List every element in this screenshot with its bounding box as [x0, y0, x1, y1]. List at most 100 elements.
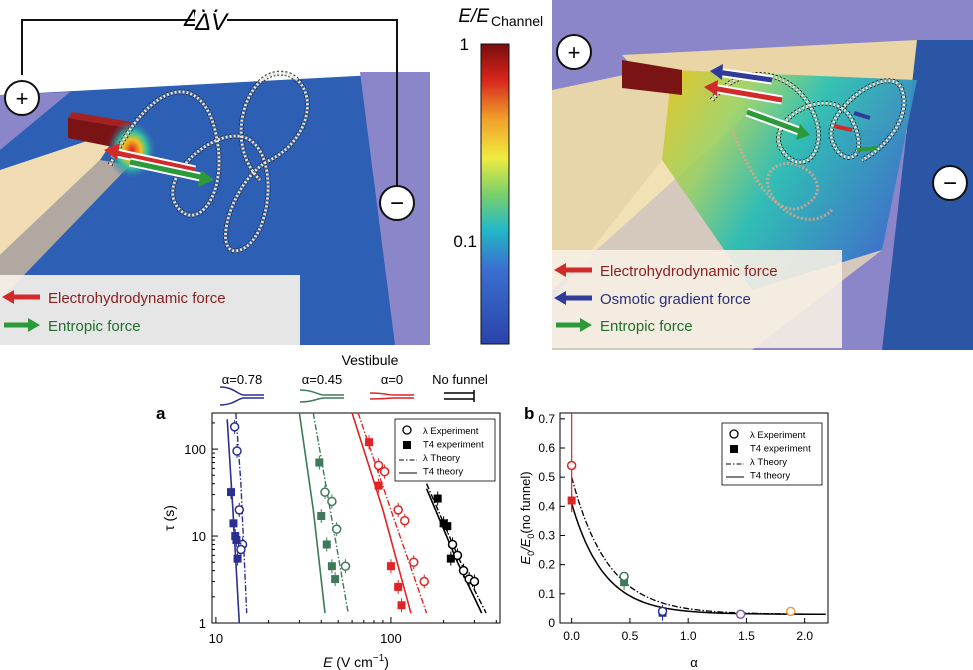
x-axis-label: E (V cm−1) [323, 653, 389, 670]
t4-exp-point [567, 496, 576, 505]
t4-exp-point [227, 488, 236, 497]
tr-small-arrows-icon [833, 111, 878, 152]
legend-entropic-label: Entropic force [48, 318, 141, 335]
vestibule-funnel-icon [219, 386, 264, 396]
vestibule-funnel-icon [369, 397, 414, 400]
plus-electrode-icon: + [4, 80, 40, 116]
lambda-exp-point [657, 606, 668, 617]
y-tick-label: 0.1 [538, 587, 555, 601]
lambda-exp-point [234, 505, 245, 515]
x-tick-label: 10 [209, 631, 223, 646]
top-right-schematic: + − Electrohydrodynamic force Osmotic gr… [552, 0, 973, 350]
lambda-exp-point [785, 606, 796, 617]
panel-label: a [156, 404, 166, 423]
svg-text:−: − [390, 190, 404, 217]
legend-label: T4 theory [423, 467, 463, 478]
electrohydrodynamic-arrow-icon [104, 143, 196, 175]
legend-label: T4 experiment [423, 440, 484, 451]
t4-theory-line [425, 488, 483, 614]
vestibule-nofunnel-icon [444, 390, 475, 402]
y-tick-label: 0.2 [538, 558, 555, 572]
tr-osmotic-arrow-icon [710, 64, 773, 85]
lambda-exp-point [327, 496, 337, 507]
x-axis-label: α [690, 655, 698, 670]
svg-text:+: + [16, 86, 29, 111]
lambda-theory-line [425, 483, 487, 614]
legend-label: T4 experiment [750, 444, 811, 455]
legend-lambda-exp-marker [402, 425, 412, 435]
t4-exp-point [620, 578, 629, 587]
legend-label: λ Experiment [423, 426, 479, 437]
lambda-exp-point [469, 576, 480, 587]
t4-exp-point [446, 554, 455, 563]
t4-exp-point [365, 438, 374, 447]
lambda-exp-point [379, 466, 390, 477]
legend-label: λ Experiment [750, 430, 806, 441]
vestibule-item-label: α=0 [381, 372, 403, 387]
legend-entropic-arrow-icon [4, 318, 40, 332]
lambda-theory-line [571, 477, 826, 615]
t4-exp-point [232, 536, 241, 545]
tr-entropic-arrow-icon [745, 107, 810, 140]
chart-b: b 0.0 0.5 1.0 1.5 2.0 0 0.1 0.2 0.3 0.4 0.5 0.6 0.7 α E… [518, 404, 829, 670]
plot-area [226, 413, 487, 623]
y-tick-label: 10 [192, 529, 206, 544]
vestibule-item-label: α=0.78 [222, 372, 262, 387]
legend-t4-exp-marker [730, 445, 738, 453]
tr-legend-osmotic-arrow-icon [554, 291, 592, 305]
lambda-exp-point [331, 524, 342, 534]
lambda-exp-point [619, 571, 629, 582]
lambda-exp-point [320, 487, 330, 497]
t4-exp-point [315, 458, 324, 467]
vestibule-title: Vestibule [342, 352, 399, 368]
t4-theory-line [570, 503, 826, 615]
colorbar-tick-mid: 0.1 [453, 232, 477, 251]
plot-frame [559, 412, 829, 624]
top-left-schematic: ΔV ΔV + − Electrohydrodynamic force Entr… [0, 5, 430, 345]
x-tick-label: 0.5 [622, 629, 639, 643]
colorbar-tick-top: 1 [460, 35, 469, 54]
t4-theory-line [298, 413, 326, 614]
vestibule-item-label: No funnel [432, 372, 488, 387]
lambda-exp-point [566, 460, 577, 471]
vestibule-item-label: α=0.45 [302, 372, 342, 387]
lambda-exp-point [458, 565, 469, 576]
lambda-exp-point [447, 539, 458, 550]
t4-exp-point [374, 481, 383, 490]
svg-text:−: − [943, 170, 957, 197]
voltage-label-text: ΔV [194, 9, 229, 36]
lambda-exp-point [408, 557, 419, 567]
y-axis-label: τ (s) [161, 505, 177, 531]
t4-exp-point [322, 540, 331, 549]
vestibule-funnel-icon [369, 392, 414, 396]
x-tick-label: 0.0 [563, 629, 580, 643]
legend-t4-exp-marker [403, 441, 411, 449]
y-tick-label: 100 [184, 442, 206, 457]
lambda-exp-point [229, 422, 240, 432]
tr-legend-osmotic-label: Osmotic gradient force [600, 291, 751, 308]
t4-exp-point [317, 512, 326, 521]
entropic-arrow-icon [129, 157, 214, 187]
x-tick-label: 2.0 [796, 629, 813, 643]
tr-plus-electrode-icon: + [556, 34, 592, 70]
x-tick-label: 1.0 [680, 629, 697, 643]
lambda-exp-point [735, 609, 746, 619]
lambda-exp-point [419, 576, 429, 587]
t4-exp-point [433, 494, 442, 503]
t4-exp-point [397, 601, 406, 610]
lambda-exp-point [373, 460, 384, 471]
lambda-exp-point [236, 544, 246, 555]
legend-lambda-exp-marker [729, 429, 739, 439]
vestibule-funnel-icon [299, 397, 344, 403]
svg-text:+: + [568, 40, 581, 65]
legend-label: T4 theory [750, 471, 790, 482]
minus-electrode-icon: − [379, 185, 415, 221]
y-tick-label: 0.4 [538, 499, 555, 513]
legend-label: λ Theory [750, 457, 787, 468]
t4-exp-point [331, 575, 340, 584]
vestibule-funnel-icon [299, 389, 344, 396]
panel-label: b [524, 404, 534, 423]
y-tick-label: 0.6 [538, 441, 555, 455]
t4-theory-line [226, 419, 241, 623]
